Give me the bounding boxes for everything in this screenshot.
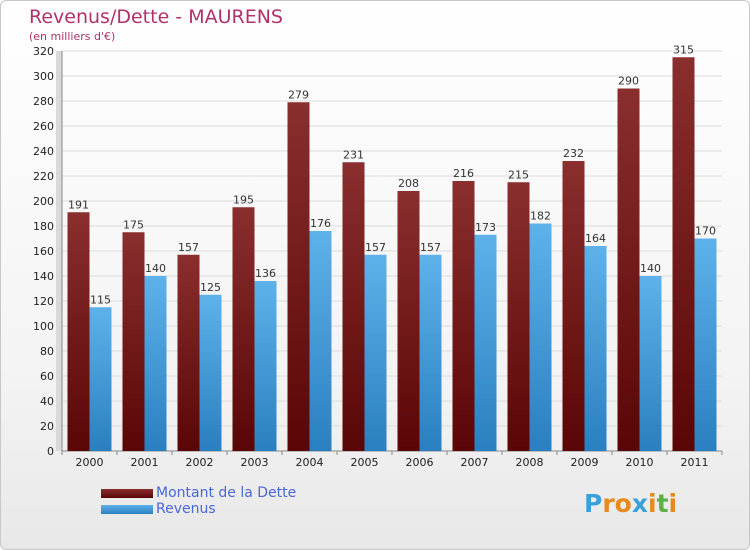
bar-revenus <box>694 238 717 451</box>
bar-revenus <box>474 234 497 451</box>
bar-dette <box>672 57 695 451</box>
value-label-dette: 208 <box>398 177 419 190</box>
logo-letter: r <box>602 489 615 518</box>
x-tick-label: 2008 <box>516 456 544 469</box>
y-tick-label: 100 <box>33 320 54 333</box>
logo-letter: t <box>656 489 669 518</box>
value-label-dette: 279 <box>288 88 309 101</box>
bar-revenus <box>419 254 442 451</box>
logo-letter: P <box>584 489 603 518</box>
bar-dette <box>122 232 145 451</box>
value-label-dette: 195 <box>233 193 254 206</box>
value-label-dette: 175 <box>123 218 144 231</box>
bar-dette <box>562 161 585 451</box>
y-tick-label: 280 <box>33 95 54 108</box>
y-tick-label: 300 <box>33 70 54 83</box>
legend-swatch-dette <box>101 489 153 498</box>
y-tick-label: 60 <box>40 370 54 383</box>
value-label-revenus: 170 <box>695 225 716 238</box>
value-label-revenus: 140 <box>640 262 661 275</box>
y-tick-label: 200 <box>33 195 54 208</box>
x-tick-label: 2001 <box>131 456 159 469</box>
logo-letter: x <box>631 489 648 518</box>
logo-letter: i <box>668 489 678 518</box>
x-tick-label: 2002 <box>186 456 214 469</box>
y-tick-label: 80 <box>40 345 54 358</box>
y-tick-label: 240 <box>33 145 54 158</box>
x-tick-label: 2004 <box>296 456 324 469</box>
x-tick-label: 2006 <box>406 456 434 469</box>
proxiti-logo: Proxiti <box>584 489 677 518</box>
value-label-revenus: 157 <box>365 241 386 254</box>
bar-revenus <box>199 294 222 451</box>
x-tick-label: 2003 <box>241 456 269 469</box>
y-tick-label: 180 <box>33 220 54 233</box>
y-tick-label: 260 <box>33 120 54 133</box>
y-tick-label: 160 <box>33 245 54 258</box>
value-label-revenus: 164 <box>585 232 606 245</box>
value-label-revenus: 125 <box>200 281 221 294</box>
value-label-dette: 157 <box>178 241 199 254</box>
bar-dette <box>232 207 255 451</box>
y-tick-label: 40 <box>40 395 54 408</box>
y-tick-label: 220 <box>33 170 54 183</box>
x-tick-label: 2011 <box>681 456 709 469</box>
y-tick-label: 0 <box>47 445 54 458</box>
logo-letter: i <box>648 489 657 518</box>
bar-revenus <box>639 276 662 451</box>
y-tick-label: 120 <box>33 295 54 308</box>
x-tick-label: 2005 <box>351 456 379 469</box>
value-label-revenus: 173 <box>475 221 496 234</box>
y-tick-label: 140 <box>33 270 54 283</box>
logo-letter: o <box>614 489 632 518</box>
x-tick-label: 2000 <box>76 456 104 469</box>
bar-dette <box>67 212 90 451</box>
bar-dette <box>177 254 200 451</box>
value-label-dette: 191 <box>68 198 89 211</box>
bar-revenus <box>254 281 277 451</box>
value-label-dette: 232 <box>563 147 584 160</box>
value-label-dette: 216 <box>453 167 474 180</box>
x-tick-label: 2007 <box>461 456 489 469</box>
x-tick-label: 2010 <box>626 456 654 469</box>
x-tick-label: 2009 <box>571 456 599 469</box>
bar-dette <box>452 181 475 451</box>
y-axis-strip <box>56 51 62 451</box>
bar-dette <box>617 88 640 451</box>
legend-swatch-revenus <box>101 505 153 514</box>
chart-subtitle: (en milliers d'€) <box>29 30 116 43</box>
chart-title: Revenus/Dette - MAURENS <box>29 6 283 28</box>
y-tick-label: 20 <box>40 420 54 433</box>
value-label-dette: 290 <box>618 75 639 88</box>
bar-dette <box>287 102 310 451</box>
value-label-revenus: 136 <box>255 267 276 280</box>
bar-revenus <box>529 223 552 451</box>
bar-revenus <box>89 307 112 451</box>
value-label-dette: 231 <box>343 148 364 161</box>
bar-dette <box>507 182 530 451</box>
y-tick-label: 320 <box>33 45 54 58</box>
bar-revenus <box>364 254 387 451</box>
value-label-revenus: 182 <box>530 210 551 223</box>
value-label-dette: 215 <box>508 168 529 181</box>
value-label-revenus: 176 <box>310 217 331 230</box>
bar-revenus <box>584 246 607 451</box>
value-label-revenus: 157 <box>420 241 441 254</box>
value-label-revenus: 140 <box>145 262 166 275</box>
bar-revenus <box>309 231 332 451</box>
value-label-revenus: 115 <box>90 293 111 306</box>
bar-dette <box>342 162 365 451</box>
legend-label-revenus: Revenus <box>156 501 216 517</box>
legend-label-dette: Montant de la Dette <box>156 485 297 501</box>
bar-dette <box>397 191 420 451</box>
value-label-dette: 315 <box>673 43 694 56</box>
bar-revenus <box>144 276 167 451</box>
